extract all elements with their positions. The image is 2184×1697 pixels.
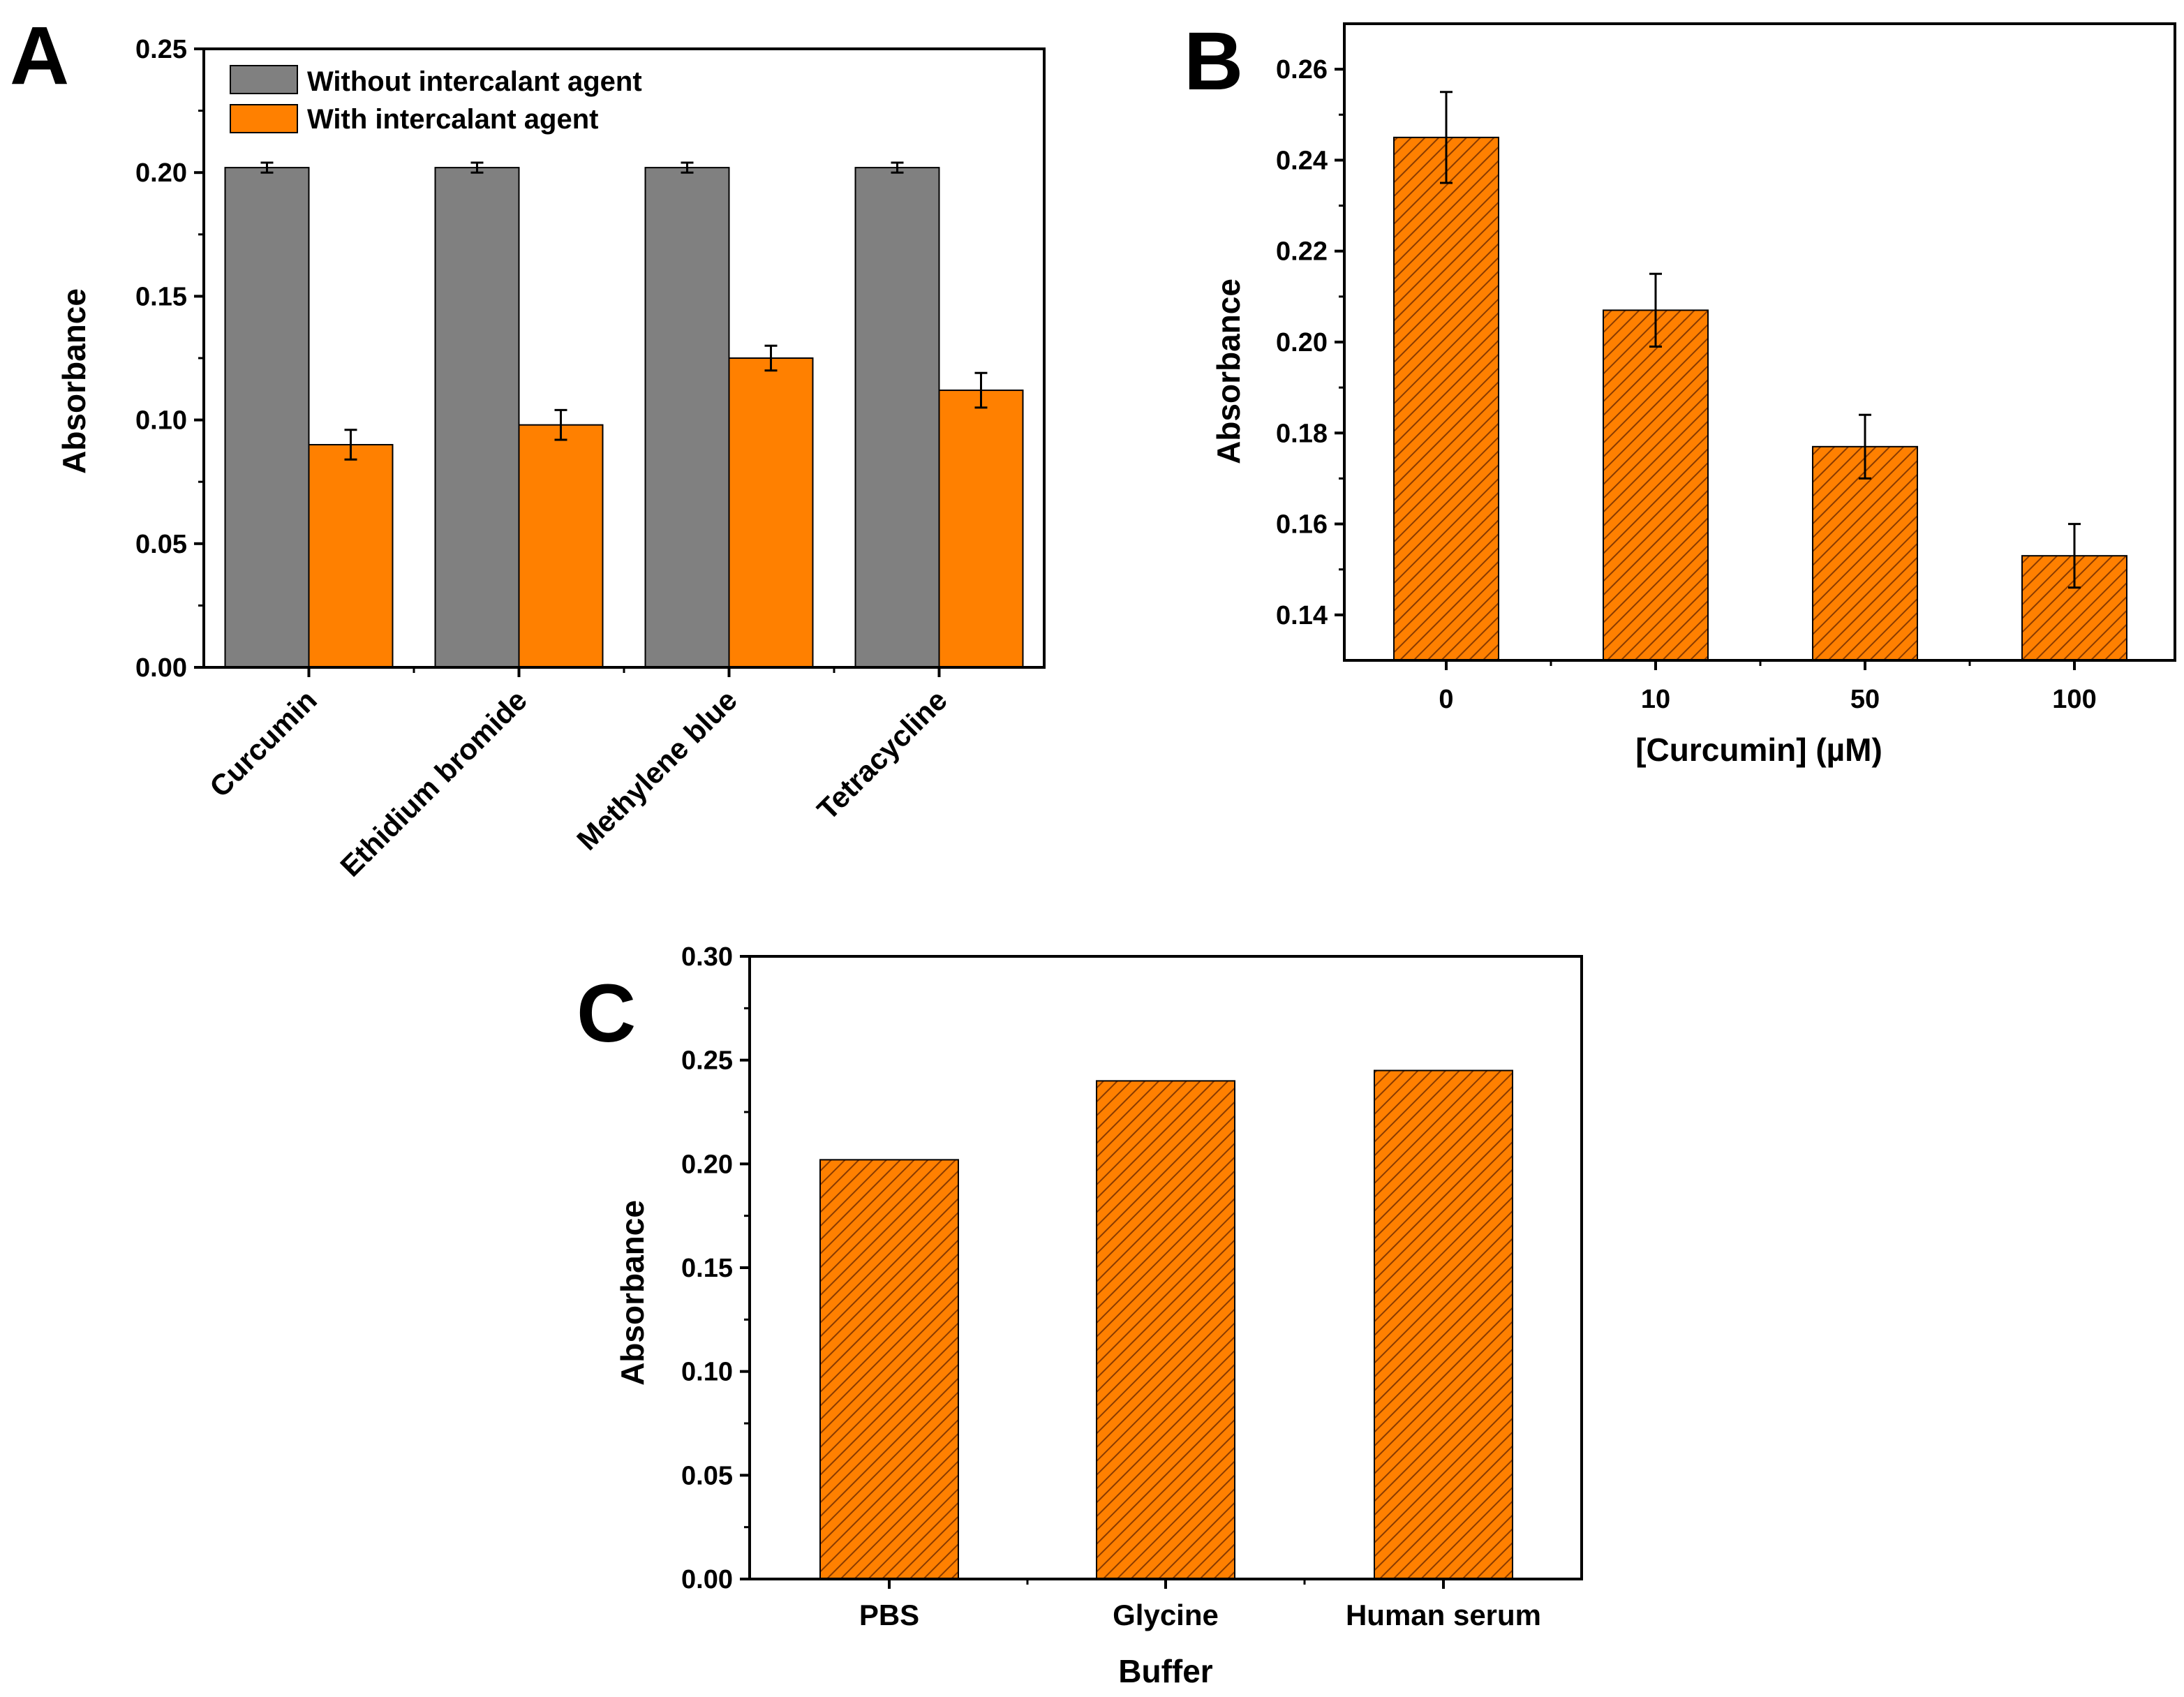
y-tick-label: 0.30 xyxy=(681,942,733,972)
panel-b-letter: B xyxy=(1184,15,1243,108)
bar-with-curcumin xyxy=(308,444,394,668)
bar-with-tetracycline xyxy=(938,390,1024,669)
bar-buffer-glycine xyxy=(1096,1080,1235,1580)
y-tick-label: 0.24 xyxy=(1276,146,1328,175)
panel-c-x-axis-title: Buffer xyxy=(1118,1653,1213,1689)
panel-a-bar-chart: A 0.00 0.05 0.10 0.15 0.20 0.25 Curcumin Ethid… xyxy=(10,10,1046,883)
x-category-label: Methylene blue xyxy=(570,683,743,857)
bar-curcumin-0 xyxy=(1393,136,1499,662)
x-category-label: PBS xyxy=(859,1599,919,1631)
panel-c-bars xyxy=(819,1069,1513,1580)
bar-with-ethidium-bromide xyxy=(518,424,604,668)
panel-b-y-axis-title: Absorbance xyxy=(1210,279,1247,464)
legend-swatch-without xyxy=(230,65,298,94)
bar-buffer-pbs xyxy=(819,1159,959,1580)
y-tick-label: 0.15 xyxy=(135,282,187,311)
x-tick-label: 100 xyxy=(2052,685,2096,714)
y-tick-label: 0.14 xyxy=(1276,601,1328,630)
y-tick-label: 0.10 xyxy=(135,406,187,436)
bar-without-tetracycline xyxy=(854,167,940,668)
x-category-label: Ethidium bromide xyxy=(334,683,533,883)
y-tick-label: 0.22 xyxy=(1276,237,1328,267)
panel-b-y-axis: 0.14 0.16 0.18 0.20 0.22 0.24 0.26 xyxy=(1276,55,1344,630)
x-tick-label: 50 xyxy=(1850,685,1880,714)
bar-curcumin-10 xyxy=(1603,309,1709,661)
bar-without-curcumin xyxy=(224,167,310,668)
panel-b-bars xyxy=(1393,136,2127,662)
panel-c-y-axis: 0.00 0.05 0.10 0.15 0.20 0.25 0.30 xyxy=(681,942,750,1594)
y-tick-label: 0.15 xyxy=(681,1254,733,1283)
x-category-label: Glycine xyxy=(1113,1599,1219,1631)
panel-a-legend: Without intercalant agent With intercala… xyxy=(230,65,642,135)
panel-b-x-axis: 0 10 50 100 xyxy=(1439,660,2097,714)
x-category-label: Human serum xyxy=(1346,1599,1541,1631)
y-tick-label: 0.00 xyxy=(681,1565,733,1594)
y-tick-label: 0.05 xyxy=(681,1461,733,1490)
legend-swatch-with xyxy=(230,104,298,133)
y-tick-label: 0.18 xyxy=(1276,419,1328,448)
y-tick-label: 0.10 xyxy=(681,1358,733,1387)
panel-b-error-bars xyxy=(1440,91,2081,589)
panel-a-bars xyxy=(224,167,1024,669)
y-tick-label: 0.20 xyxy=(681,1150,733,1179)
panel-c-y-axis-title: Absorbance xyxy=(614,1200,651,1386)
legend-label-without: Without intercalant agent xyxy=(307,66,642,97)
panel-b-bar-chart: B 0.140.160.180.200.220.240.26 0 10 50 100 … xyxy=(1184,15,2176,768)
y-tick-label: 0.26 xyxy=(1276,55,1328,84)
panel-a-letter: A xyxy=(10,10,69,102)
y-tick-label: 0.20 xyxy=(135,158,187,188)
bar-with-methylene-blue xyxy=(728,357,814,668)
x-category-label: Tetracycline xyxy=(810,683,953,826)
y-tick-label: 0.05 xyxy=(135,530,187,559)
panel-c-letter: C xyxy=(577,968,636,1060)
panel-a-error-bars xyxy=(260,161,988,461)
bar-without-ethidium-bromide xyxy=(434,167,520,668)
panel-c-x-axis: PBS Glycine Human serum xyxy=(859,1579,1541,1631)
panel-a-y-axis: 0.00 0.05 0.10 0.15 0.20 0.25 xyxy=(135,35,204,683)
y-tick-label: 0.00 xyxy=(135,653,187,683)
panel-c-bar-chart: C 0.00 0.05 0.10 0.15 0.20 0.25 0.30 PBS Glycin… xyxy=(577,942,1583,1689)
y-tick-label: 0.25 xyxy=(681,1046,733,1076)
panel-a-x-axis: Curcumin Ethidium bromide Methylene blue Te… xyxy=(203,667,953,883)
x-tick-label: 0 xyxy=(1439,685,1453,714)
bar-curcumin-50 xyxy=(1812,445,1918,661)
x-tick-label: 10 xyxy=(1641,685,1670,714)
y-tick-label: 0.20 xyxy=(1276,328,1328,357)
x-category-label: Curcumin xyxy=(203,683,323,803)
panel-a-y-axis-title: Absorbance xyxy=(56,288,92,474)
bar-without-methylene-blue xyxy=(644,167,730,668)
y-tick-label: 0.25 xyxy=(135,35,187,64)
legend-label-with: With intercalant agent xyxy=(307,104,598,135)
bar-buffer-human-serum xyxy=(1374,1069,1513,1580)
panel-b-x-axis-title: [Curcumin] (µM) xyxy=(1635,732,1882,768)
y-tick-label: 0.16 xyxy=(1276,510,1328,540)
